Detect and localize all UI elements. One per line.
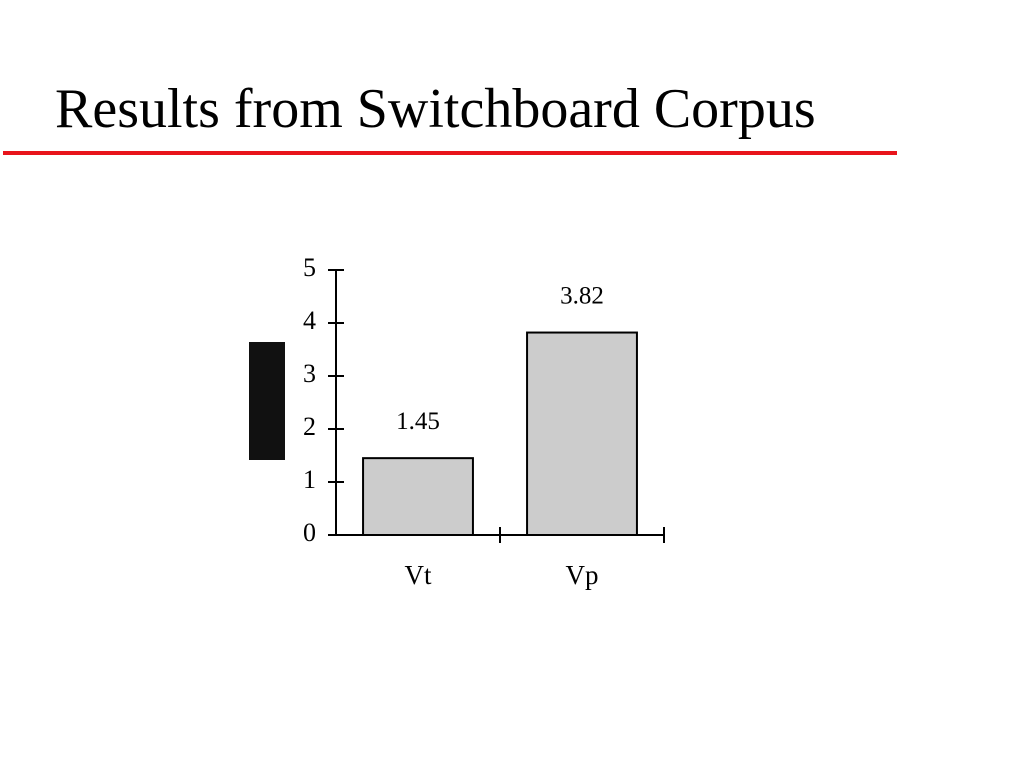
- value-label: 1.45: [396, 408, 440, 435]
- y-tick-label: 3: [303, 359, 316, 388]
- value-label: 3.82: [560, 282, 604, 309]
- y-tick-label: 5: [303, 253, 316, 282]
- bar: [526, 331, 638, 537]
- y-tick-label: 0: [303, 518, 316, 547]
- bar: [362, 457, 474, 536]
- x-tick-label: Vp: [566, 560, 599, 590]
- x-tick-label: Vt: [405, 560, 432, 590]
- y-tick-label: 1: [303, 465, 316, 494]
- y-tick-label: 2: [303, 412, 316, 441]
- slide-title: Results from Switchboard Corpus: [55, 78, 816, 140]
- y-axis-label-image: [249, 342, 285, 460]
- y-tick-label: 4: [303, 306, 316, 335]
